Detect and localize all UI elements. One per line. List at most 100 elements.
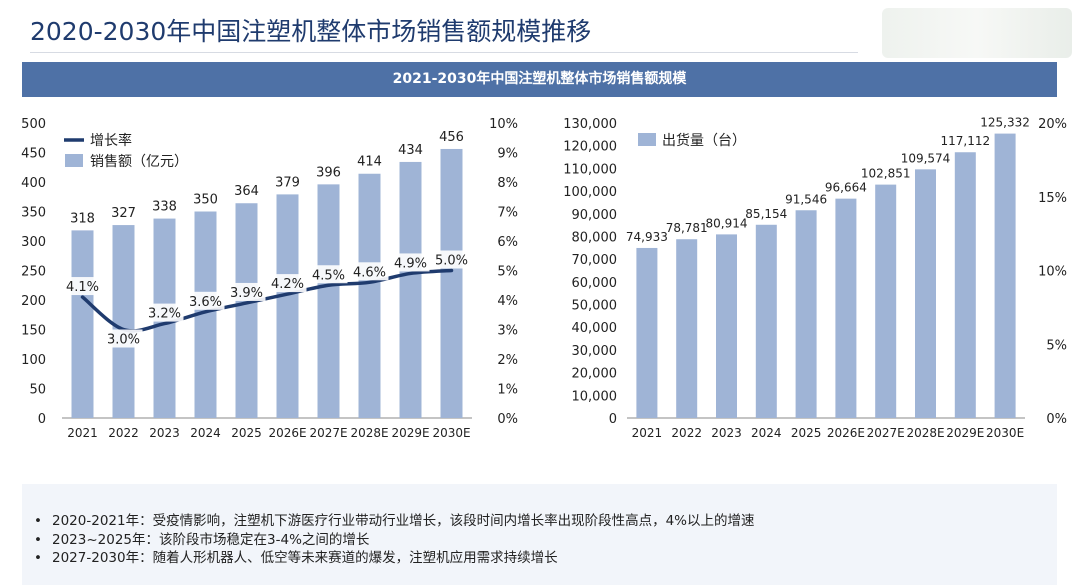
shipment-bar xyxy=(954,152,976,418)
x-tick-label: 2025 xyxy=(231,426,262,440)
y-left-tick-label: 500 xyxy=(21,117,46,132)
x-tick-label: 2030E xyxy=(986,426,1024,440)
shipment-value-label: 102,851 xyxy=(861,167,911,181)
shipment-bar xyxy=(795,210,817,418)
sales-value-label: 379 xyxy=(275,175,300,190)
y-right-tick-label: 10% xyxy=(1038,265,1067,280)
growth-label-bg xyxy=(309,265,348,284)
y-left-tick-label: 0 xyxy=(609,412,617,427)
growth-label: 3.0% xyxy=(104,329,143,348)
growth-label: 4.9% xyxy=(391,253,430,272)
sales-bar xyxy=(112,225,135,418)
y-right-tick-label: 9% xyxy=(497,147,518,162)
x-tick-label: 2027E xyxy=(867,426,905,440)
growth-label-text: 4.9% xyxy=(394,256,427,271)
sales-bar xyxy=(358,173,381,418)
y-left-tick-label: 20,000 xyxy=(572,367,618,382)
growth-label-text: 3.6% xyxy=(189,295,222,310)
x-tick-label: 2028E xyxy=(350,426,388,440)
y-left-tick-label: 30,000 xyxy=(572,344,618,359)
y-left-tick-label: 350 xyxy=(21,206,46,221)
x-tick-label: 2028E xyxy=(906,426,944,440)
growth-label-bg xyxy=(104,329,143,348)
y-left-tick-label: 130,000 xyxy=(563,117,617,132)
y-right-tick-label: 10% xyxy=(489,117,518,132)
y-left-tick-label: 60,000 xyxy=(572,276,618,291)
x-tick-label: 2027E xyxy=(309,426,347,440)
shipment-value-label: 91,546 xyxy=(785,192,827,206)
growth-label-bg xyxy=(145,303,184,322)
x-tick-label: 2022 xyxy=(108,426,139,440)
sales-value-label: 396 xyxy=(316,165,341,180)
sales-bar xyxy=(317,184,340,418)
legend-bar-swatch xyxy=(65,154,83,167)
sales-value-label: 318 xyxy=(70,211,95,226)
x-tick-label: 2022 xyxy=(671,426,702,440)
growth-label-bg xyxy=(350,262,389,281)
y-right-tick-label: 0% xyxy=(497,412,518,427)
growth-label-text: 5.0% xyxy=(435,254,468,269)
sales-value-label: 350 xyxy=(193,193,218,208)
growth-label: 4.1% xyxy=(63,277,102,296)
y-right-tick-label: 15% xyxy=(1038,191,1067,206)
x-tick-label: 2029E xyxy=(391,426,429,440)
growth-label-bg xyxy=(63,277,102,296)
y-right-tick-label: 1% xyxy=(497,383,518,398)
x-tick-label: 2030E xyxy=(432,426,470,440)
y-right-tick-label: 5% xyxy=(497,265,518,280)
y-left-tick-label: 80,000 xyxy=(572,230,618,245)
growth-label-text: 3.9% xyxy=(230,286,263,301)
note-item: 2023~2025年：该阶段市场稳定在3-4%之间的增长 xyxy=(34,531,1057,550)
shipment-value-label: 80,914 xyxy=(706,216,748,230)
x-tick-label: 2021 xyxy=(632,426,663,440)
sales-bar xyxy=(276,194,299,418)
growth-label-text: 4.6% xyxy=(353,265,386,280)
growth-label: 3.6% xyxy=(186,291,225,310)
x-tick-label: 2024 xyxy=(751,426,782,440)
shipment-bar xyxy=(875,184,897,418)
legend-bar-swatch xyxy=(638,133,656,146)
x-tick-label: 2024 xyxy=(190,426,221,440)
sales-bar xyxy=(194,211,217,418)
shipment-bar xyxy=(915,169,936,418)
note-item: 2020-2021年：受疫情影响，注塑机下游医疗行业带动行业增长，该段时间内增长… xyxy=(34,512,1057,531)
growth-label-text: 4.2% xyxy=(271,277,304,292)
growth-label-text: 3.2% xyxy=(148,307,181,322)
x-tick-label: 2021 xyxy=(67,426,98,440)
sales-bar xyxy=(440,148,463,418)
logo-watermark xyxy=(882,8,1072,58)
y-left-tick-label: 100 xyxy=(21,353,46,368)
growth-label: 5.0% xyxy=(432,250,471,269)
x-tick-label: 2026E xyxy=(268,426,306,440)
y-left-tick-label: 150 xyxy=(21,324,46,339)
y-left-tick-label: 110,000 xyxy=(563,162,617,177)
shipment-value-label: 117,112 xyxy=(940,134,990,148)
legend-label: 增长率 xyxy=(90,132,132,149)
title-divider xyxy=(30,52,858,53)
growth-label: 4.2% xyxy=(268,274,307,293)
legend-label: 销售额（亿元） xyxy=(90,154,188,170)
y-left-tick-label: 40,000 xyxy=(572,321,618,336)
y-right-tick-label: 5% xyxy=(1046,338,1067,353)
y-left-tick-label: 400 xyxy=(21,176,46,191)
sales-bar xyxy=(235,203,258,418)
y-right-tick-label: 0% xyxy=(1046,412,1067,427)
growth-rate-line xyxy=(80,268,454,333)
growth-label: 3.9% xyxy=(227,282,266,301)
shipment-chart: 0 10,000 20,000 30,000 40,000 50,000 60,000 70,… xyxy=(563,116,1067,440)
notes-box: 2020-2021年：受疫情影响，注塑机下游医疗行业带动行业增长，该段时间内增长… xyxy=(22,484,1057,585)
y-right-tick-label: 20% xyxy=(1038,117,1067,132)
y-left-tick-label: 70,000 xyxy=(572,253,618,268)
growth-label: 4.6% xyxy=(350,262,389,281)
shipment-bar xyxy=(835,198,857,418)
growth-label-bg xyxy=(186,291,225,310)
sales-chart: 0 50 100 150 200 250 300 350 400 450 500 0% 1% 2% 3% 4%… xyxy=(21,117,518,440)
shipment-value-label: 109,574 xyxy=(901,151,951,165)
x-tick-label: 2023 xyxy=(149,426,180,440)
shipment-value-label: 125,332 xyxy=(980,116,1030,130)
growth-label-bg xyxy=(432,250,471,269)
shipment-value-label: 85,154 xyxy=(745,207,787,221)
y-left-tick-label: 0 xyxy=(38,412,46,427)
y-left-tick-label: 10,000 xyxy=(572,389,618,404)
y-right-tick-label: 2% xyxy=(497,353,518,368)
